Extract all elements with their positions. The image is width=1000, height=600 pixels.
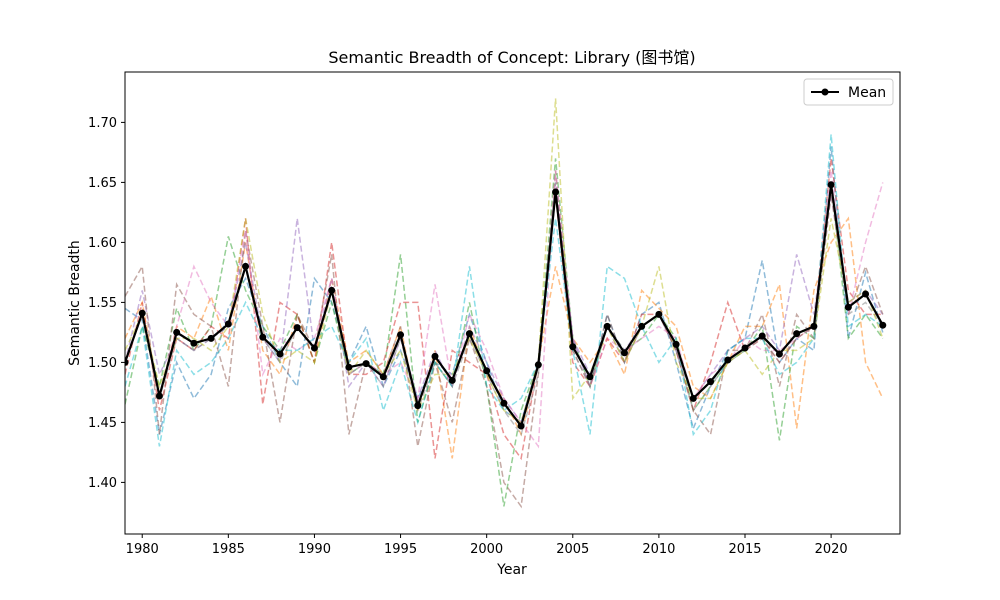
y-tick-label: 1.45 — [88, 416, 117, 431]
series-line-8 — [125, 182, 884, 437]
mean-point — [517, 422, 525, 430]
x-tick-label: 1995 — [384, 542, 417, 557]
mean-point — [448, 376, 456, 384]
mean-point — [724, 356, 732, 364]
series-line-7 — [125, 170, 884, 449]
plot-frame — [124, 71, 901, 535]
mean-point — [586, 373, 594, 381]
mean-point — [414, 402, 422, 410]
x-tick-label: 2005 — [556, 542, 589, 557]
chart-title: Semantic Breadth of Concept: Library (图书… — [328, 48, 695, 67]
legend-box — [803, 78, 894, 106]
series-line-3 — [125, 158, 884, 507]
mean-point — [620, 349, 628, 357]
x-tick-label: 2020 — [815, 542, 848, 557]
y-axis: 1.40 1.45 1.50 1.55 1.60 1.65 1.70 — [88, 116, 125, 491]
mean-point — [431, 352, 439, 360]
series-line-10 — [125, 134, 884, 447]
y-tick-label: 1.55 — [88, 296, 117, 311]
mean-point — [379, 373, 387, 381]
mean-point — [672, 340, 680, 348]
mean-point — [173, 328, 181, 336]
mean-point — [827, 181, 835, 189]
mean-point — [603, 322, 611, 330]
mean-point — [707, 378, 715, 386]
mean-point — [242, 262, 250, 270]
series-line-6 — [125, 170, 884, 509]
mean-point — [879, 321, 887, 329]
mean-point — [689, 394, 697, 402]
x-tick-label: 1985 — [212, 542, 245, 557]
x-tick-label: 2000 — [470, 542, 503, 557]
mean-point — [758, 332, 766, 340]
mean-point — [310, 344, 318, 352]
y-tick-label: 1.70 — [88, 116, 117, 131]
x-axis-label: Year — [496, 562, 527, 578]
mean-point — [862, 290, 870, 298]
series-layer — [125, 98, 887, 509]
mean-point — [207, 334, 215, 342]
x-axis: 1980 1985 1990 1995 2000 2005 2010 2015 2020 — [126, 534, 848, 557]
y-tick-label: 1.60 — [88, 236, 117, 251]
mean-point — [362, 360, 370, 368]
mean-point — [259, 333, 267, 341]
legend-label-mean: Mean — [848, 85, 886, 101]
series-line-9 — [125, 98, 884, 424]
y-tick-label: 1.40 — [88, 476, 117, 491]
mean-point — [655, 310, 663, 318]
mean-point — [155, 392, 163, 400]
x-tick-label: 2015 — [728, 542, 761, 557]
mean-point — [569, 343, 577, 351]
y-axis-label: Semantic Breadth — [67, 240, 83, 366]
mean-point — [775, 350, 783, 358]
mean-point — [465, 330, 473, 338]
mean-point — [793, 330, 801, 338]
x-tick-label: 1980 — [126, 542, 159, 557]
mean-point — [190, 339, 198, 347]
mean-point — [638, 322, 646, 330]
series-line-5 — [125, 182, 884, 425]
y-tick-label: 1.65 — [88, 176, 117, 191]
mean-point — [224, 320, 232, 328]
mean-point — [483, 367, 491, 375]
mean-point — [138, 309, 146, 317]
mean-point — [328, 286, 336, 294]
mean-point — [125, 358, 129, 366]
mean-point — [552, 188, 560, 196]
mean-point — [741, 344, 749, 352]
x-tick-label: 2010 — [642, 542, 675, 557]
mean-point — [500, 399, 508, 407]
mean-point — [345, 363, 353, 371]
legend-marker-mean — [821, 88, 829, 96]
y-tick-label: 1.50 — [88, 356, 117, 371]
mean-point — [397, 331, 405, 339]
legend: Mean — [803, 78, 894, 106]
mean-point — [534, 361, 542, 369]
mean-point — [276, 350, 284, 358]
x-tick-label: 1990 — [298, 542, 331, 557]
mean-point — [844, 303, 852, 311]
mean-point — [810, 322, 818, 330]
mean-point — [293, 324, 301, 332]
